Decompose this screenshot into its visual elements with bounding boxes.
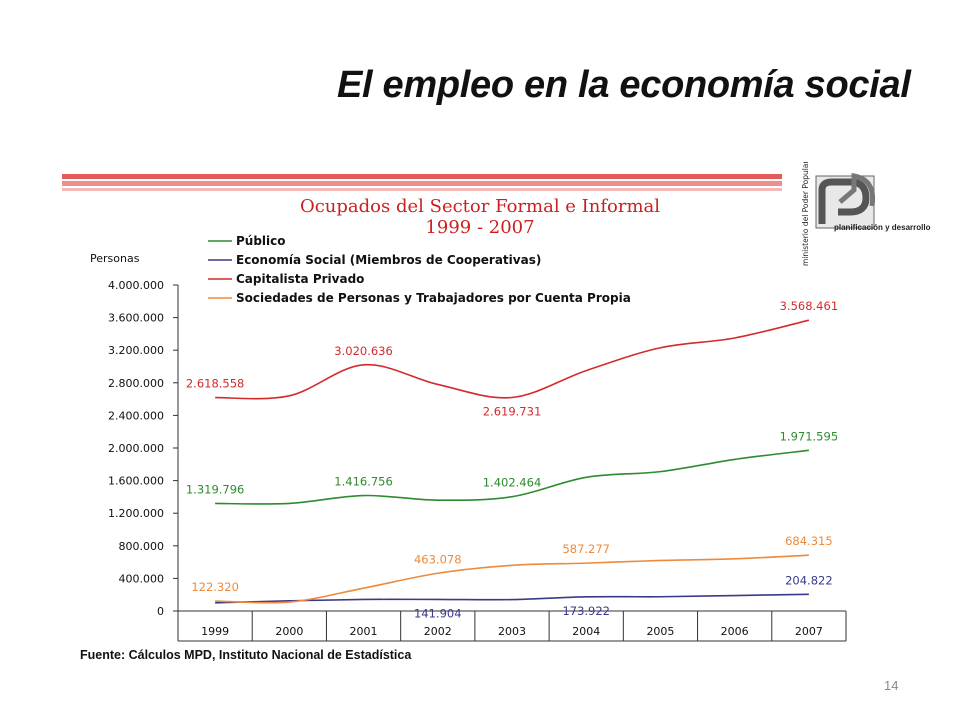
y-tick-label: 2.000.000: [108, 442, 164, 455]
y-axis-title: Personas: [90, 252, 140, 265]
y-tick-label: 800.000: [119, 540, 165, 553]
x-tick-label: 2001: [350, 625, 378, 638]
ministry-logo: ministerio del Poder Popular para la: [796, 132, 906, 268]
chart-title-block: Ocupados del Sector Formal e Informal 19…: [180, 196, 780, 238]
deco-bar-bottom: [62, 188, 782, 191]
data-label-capitalista: 3.020.636: [334, 344, 393, 358]
x-tick-label: 2006: [721, 625, 749, 638]
y-tick-label: 0: [157, 605, 164, 618]
deco-bar-top: [62, 174, 782, 179]
data-label-sociedades: 463.078: [414, 552, 462, 566]
data-label-capitalista: 3.568.461: [780, 299, 839, 313]
y-tick-label: 1.200.000: [108, 507, 164, 520]
data-label-capitalista: 2.618.558: [186, 377, 245, 391]
data-label-publico: 1.416.756: [334, 475, 393, 489]
data-label-sociedades: 122.320: [191, 580, 239, 594]
x-tick-label: 2000: [275, 625, 303, 638]
y-tick-label: 2.400.000: [108, 409, 164, 422]
logo-org-text: planificación y desarrollo: [834, 223, 931, 232]
series-line-publico: [215, 449, 809, 505]
slide-title: El empleo en la economía social: [337, 64, 911, 106]
data-label-capitalista: 2.619.731: [483, 404, 542, 418]
data-label-publico: 1.402.464: [483, 476, 542, 490]
chart-title: Ocupados del Sector Formal e Informal: [299, 196, 661, 217]
data-label-sociedades: 684.315: [785, 534, 833, 548]
data-label-sociedades: 587.277: [562, 542, 610, 556]
y-tick-label: 1.600.000: [108, 475, 164, 488]
x-tick-label: 2004: [572, 625, 600, 638]
x-tick-label: 2002: [424, 625, 452, 638]
data-label-publico: 1.319.796: [186, 482, 245, 496]
series-line-sociedades: [215, 554, 809, 604]
decorative-header-bars: [62, 174, 782, 191]
x-tick-label: 2003: [498, 625, 526, 638]
chart-subtitle: 1999 - 2007: [425, 217, 535, 238]
series-line-capitalista: [215, 319, 810, 400]
deco-bar-gap: [332, 179, 782, 181]
legend-label-economia_social: Economía Social (Miembros de Cooperativa…: [236, 253, 541, 267]
logo-emblem-icon: ministerio del Poder Popular para la: [801, 132, 876, 266]
data-label-publico: 1.971.595: [780, 429, 839, 443]
logo-vertical-text: ministerio del Poder Popular para la: [801, 162, 810, 266]
deco-bar-middle: [62, 181, 782, 186]
data-label-economia_social: 173.922: [562, 604, 610, 618]
page-number: 14: [884, 678, 899, 693]
data-label-economia_social: 141.904: [414, 606, 462, 620]
legend-label-sociedades: Sociedades de Personas y Trabajadores po…: [236, 291, 631, 305]
legend-label-capitalista: Capitalista Privado: [236, 272, 364, 286]
x-tick-label: 2005: [646, 625, 674, 638]
x-tick-label: 1999: [201, 625, 229, 638]
y-tick-label: 400.000: [119, 572, 165, 585]
source-note: Fuente: Cálculos MPD, Instituto Nacional…: [80, 648, 412, 662]
y-tick-label: 3.200.000: [108, 344, 164, 357]
y-tick-label: 4.000.000: [108, 279, 164, 292]
series-line-economia_social: [215, 593, 809, 604]
y-tick-label: 2.800.000: [108, 377, 164, 390]
y-tick-label: 3.600.000: [108, 312, 164, 325]
x-tick-label: 2007: [795, 625, 823, 638]
data-label-economia_social: 204.822: [785, 573, 833, 587]
legend-label-publico: Público: [236, 234, 286, 248]
